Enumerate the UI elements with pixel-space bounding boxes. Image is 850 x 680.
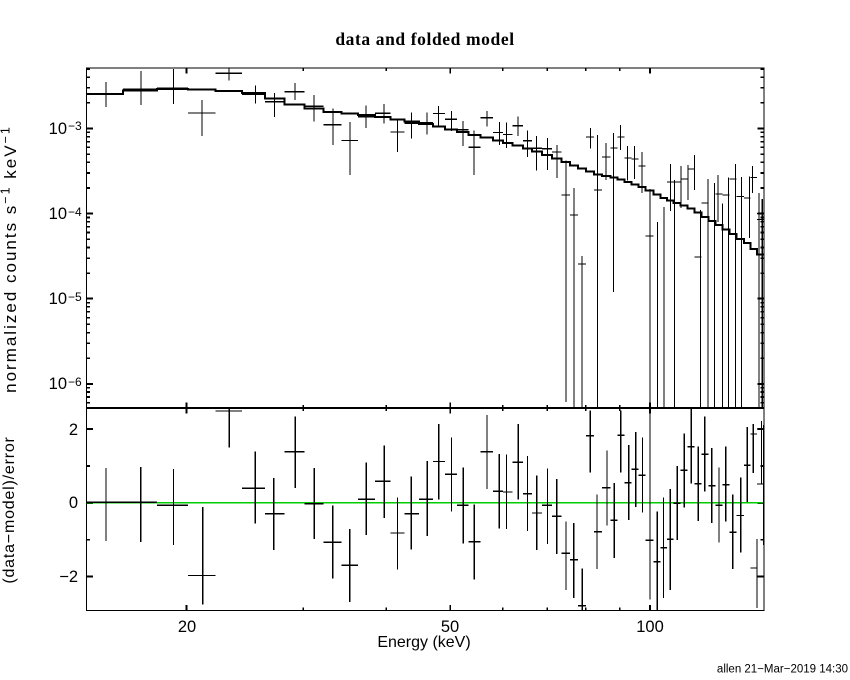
svg-text:0: 0 [69,494,78,512]
svg-text:data and folded model: data and folded model [335,29,514,49]
svg-text:allen 21−Mar−2019 14:30: allen 21−Mar−2019 14:30 [717,664,848,676]
svg-text:10: 10 [49,120,67,138]
svg-text:20: 20 [178,618,196,636]
svg-text:2: 2 [69,421,78,439]
svg-text:−4: −4 [68,205,82,219]
svg-text:10: 10 [49,205,67,223]
svg-text:50: 50 [441,618,459,636]
svg-text:−5: −5 [68,290,82,304]
svg-text:−2: −2 [59,568,78,586]
svg-text:10: 10 [49,290,67,308]
svg-text:(data−model)/error: (data−model)/error [1,436,18,583]
svg-text:Energy (keV): Energy (keV) [377,634,470,651]
svg-text:−6: −6 [68,375,82,389]
svg-text:−3: −3 [68,119,82,133]
svg-text:100: 100 [636,618,664,636]
svg-text:normalized counts s−1 keV−1: normalized counts s−1 keV−1 [0,125,20,393]
svg-text:10: 10 [49,375,67,393]
